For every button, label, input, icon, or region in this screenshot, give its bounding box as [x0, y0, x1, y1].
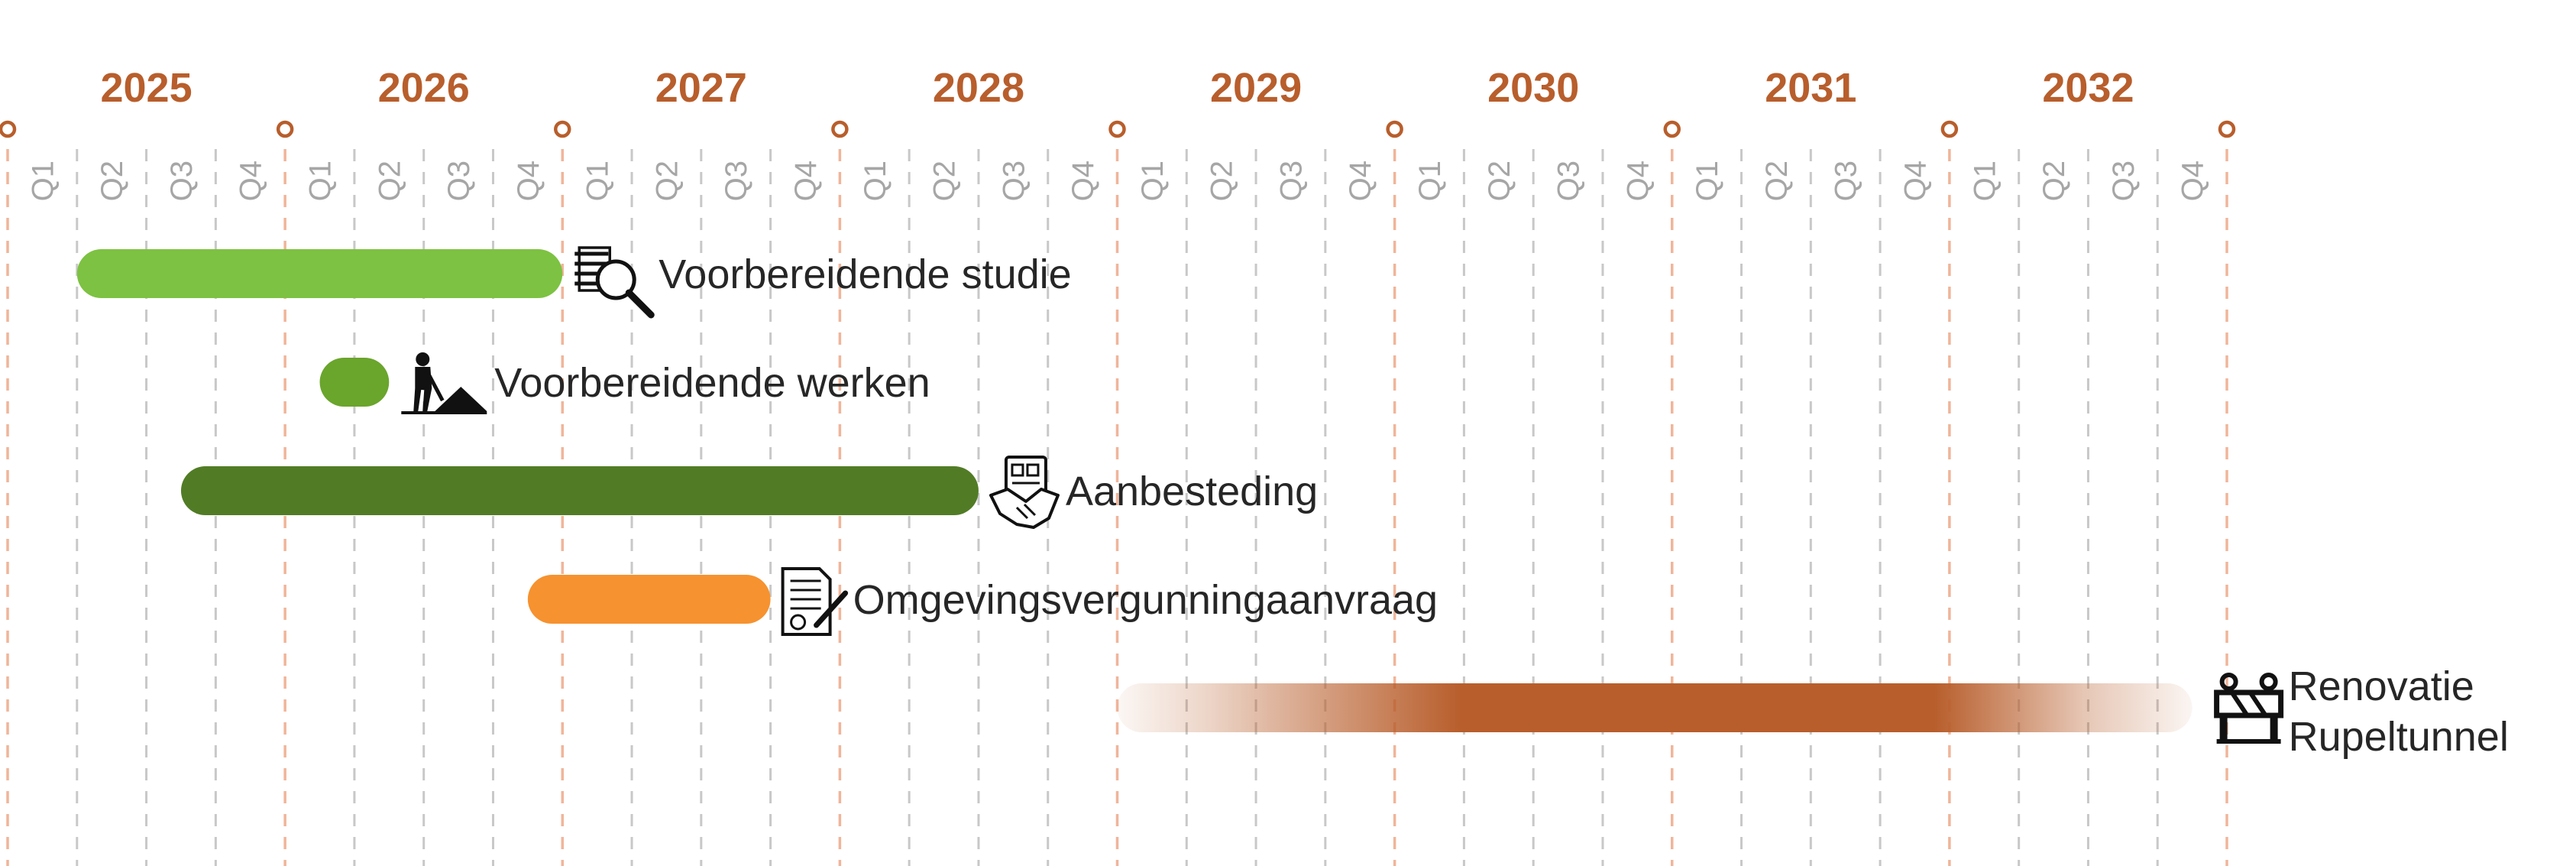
task-bars: [76, 249, 2193, 732]
year-boundary-marker: [0, 120, 17, 138]
task-label: Rupeltunnel: [2289, 714, 2509, 760]
quarter-label: Q2: [95, 161, 129, 201]
quarter-label: Q3: [997, 161, 1031, 201]
task-bar: [319, 358, 390, 407]
quarter-label: Q3: [2107, 161, 2141, 201]
quarter-label: Q2: [1205, 161, 1239, 201]
quarter-label: Q3: [165, 161, 199, 201]
quarter-label: Q1: [1413, 161, 1447, 201]
quarter-label: Q1: [581, 161, 615, 201]
quarter-label: Q1: [1691, 161, 1724, 201]
year-boundary-marker: [1663, 120, 1681, 138]
task-bar: [1117, 683, 2193, 732]
year-boundary-marker: [1108, 120, 1126, 138]
year-boundary-marker: [1940, 120, 1959, 138]
quarter-label: Q2: [1483, 161, 1516, 201]
grid-lines: [6, 149, 2228, 866]
quarter-label: Q1: [859, 161, 892, 201]
construction-worker-icon: [401, 352, 487, 414]
road-barrier-icon: [2214, 673, 2284, 744]
year-label: 2029: [1210, 65, 1302, 111]
quarter-label: Q4: [2176, 161, 2210, 201]
task-label: Omgevingsvergunningaanvraag: [853, 577, 1438, 623]
quarter-label: Q1: [26, 161, 60, 201]
quarter-label: Q2: [650, 161, 684, 201]
quarter-label: Q4: [1898, 161, 1932, 201]
year-boundary-marker: [1386, 120, 1403, 138]
document-search-icon: [574, 246, 655, 319]
quarter-label: Q1: [304, 161, 338, 201]
quarter-label: Q1: [1968, 161, 2002, 201]
quarter-label: Q2: [1760, 161, 1794, 201]
year-boundary-marker: [276, 120, 294, 138]
year-boundary-marker: [2218, 120, 2236, 138]
task-icons: [401, 246, 2284, 744]
year-label: 2031: [1765, 65, 1856, 111]
quarter-label: Q3: [1552, 161, 1586, 201]
year-label: 2025: [100, 65, 192, 111]
time-axis: 2025 2026 2027 2028 2029 2030 2031 2032 Q1 Q2 Q3 Q4…: [0, 65, 2236, 201]
quarter-label: Q4: [1344, 161, 1377, 201]
quarter-label: Q3: [1274, 161, 1308, 201]
year-label: 2028: [933, 65, 1024, 111]
year-label: 2032: [2042, 65, 2134, 111]
quarter-label: Q3: [1830, 161, 1863, 201]
quarter-label: Q4: [1066, 161, 1100, 201]
contract-handshake-icon: [989, 456, 1060, 529]
task-label: Renovatie: [2289, 663, 2474, 709]
task-label: Voorbereidende studie: [659, 251, 1071, 297]
task-bar: [180, 466, 979, 515]
quarter-label: Q3: [442, 161, 476, 201]
year-label: 2027: [655, 65, 747, 111]
year-boundary-marker: [554, 120, 571, 138]
quarter-label: Q3: [720, 161, 753, 201]
task-bar: [76, 249, 563, 298]
quarter-label: Q1: [1136, 161, 1170, 201]
quarter-label: Q4: [512, 161, 545, 201]
quarter-label: Q2: [928, 161, 962, 201]
year-boundary-marker: [831, 120, 849, 138]
year-label: 2030: [1487, 65, 1579, 111]
quarter-label: Q4: [235, 161, 268, 201]
task-labels: Voorbereidende studie Voorbereidende werk…: [494, 251, 2509, 760]
task-label: Aanbesteding: [1066, 469, 1318, 514]
task-label: Voorbereidende werken: [494, 360, 930, 406]
quarter-label: Q2: [373, 161, 406, 201]
year-label: 2026: [378, 65, 470, 111]
quarter-label: Q4: [1621, 161, 1655, 201]
task-bar: [527, 575, 771, 624]
quarter-label: Q4: [789, 161, 823, 201]
quarter-label: Q2: [2037, 161, 2071, 201]
signed-document-icon: [781, 567, 849, 636]
